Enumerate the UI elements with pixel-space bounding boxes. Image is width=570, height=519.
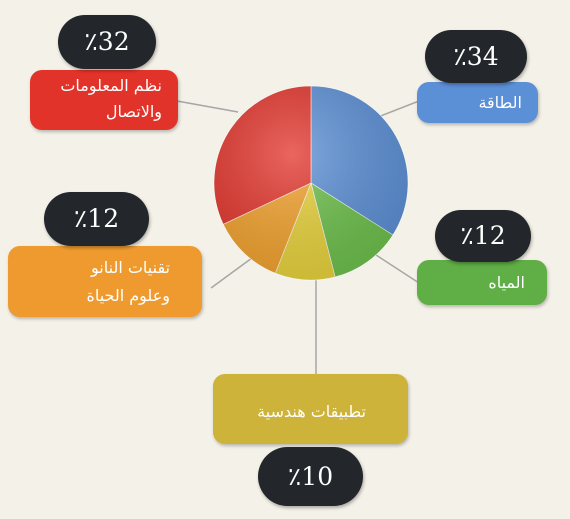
connector-energy <box>377 100 420 118</box>
label-energy: الطاقة <box>417 82 538 123</box>
connector-water <box>372 252 420 284</box>
label-energy-text: الطاقة <box>478 93 522 112</box>
label-water-text: المياه <box>488 273 525 292</box>
connector-nano <box>210 257 253 289</box>
connector-ict <box>176 100 239 113</box>
percent-water-text: ٪12 <box>460 221 506 250</box>
percent-water: ٪12 <box>435 210 531 262</box>
label-nano-line2: وعلوم الحياة <box>86 286 170 305</box>
pie-slices <box>213 85 409 281</box>
label-ict: نظم المعلومات والاتصال <box>30 70 178 130</box>
label-water: المياه <box>417 260 547 305</box>
label-ict-line1: نظم المعلومات <box>60 76 162 95</box>
percent-ict: ٪32 <box>58 15 156 69</box>
label-engineering-text: تطبيقات هندسية <box>257 402 366 421</box>
label-nano-line1: تقنيات النانو <box>91 258 170 277</box>
percent-engineering: ٪10 <box>258 447 363 506</box>
percent-ict-text: ٪32 <box>84 27 130 56</box>
percent-energy-text: ٪34 <box>453 42 499 71</box>
percent-nano-text: ٪12 <box>73 204 120 233</box>
label-engineering: تطبيقات هندسية <box>213 374 408 444</box>
label-nano: تقنيات النانو وعلوم الحياة <box>8 246 202 317</box>
label-ict-line2: والاتصال <box>105 102 162 121</box>
percent-energy: ٪34 <box>425 30 527 83</box>
percent-engineering-text: ٪10 <box>287 462 334 491</box>
percent-nano: ٪12 <box>44 192 149 246</box>
